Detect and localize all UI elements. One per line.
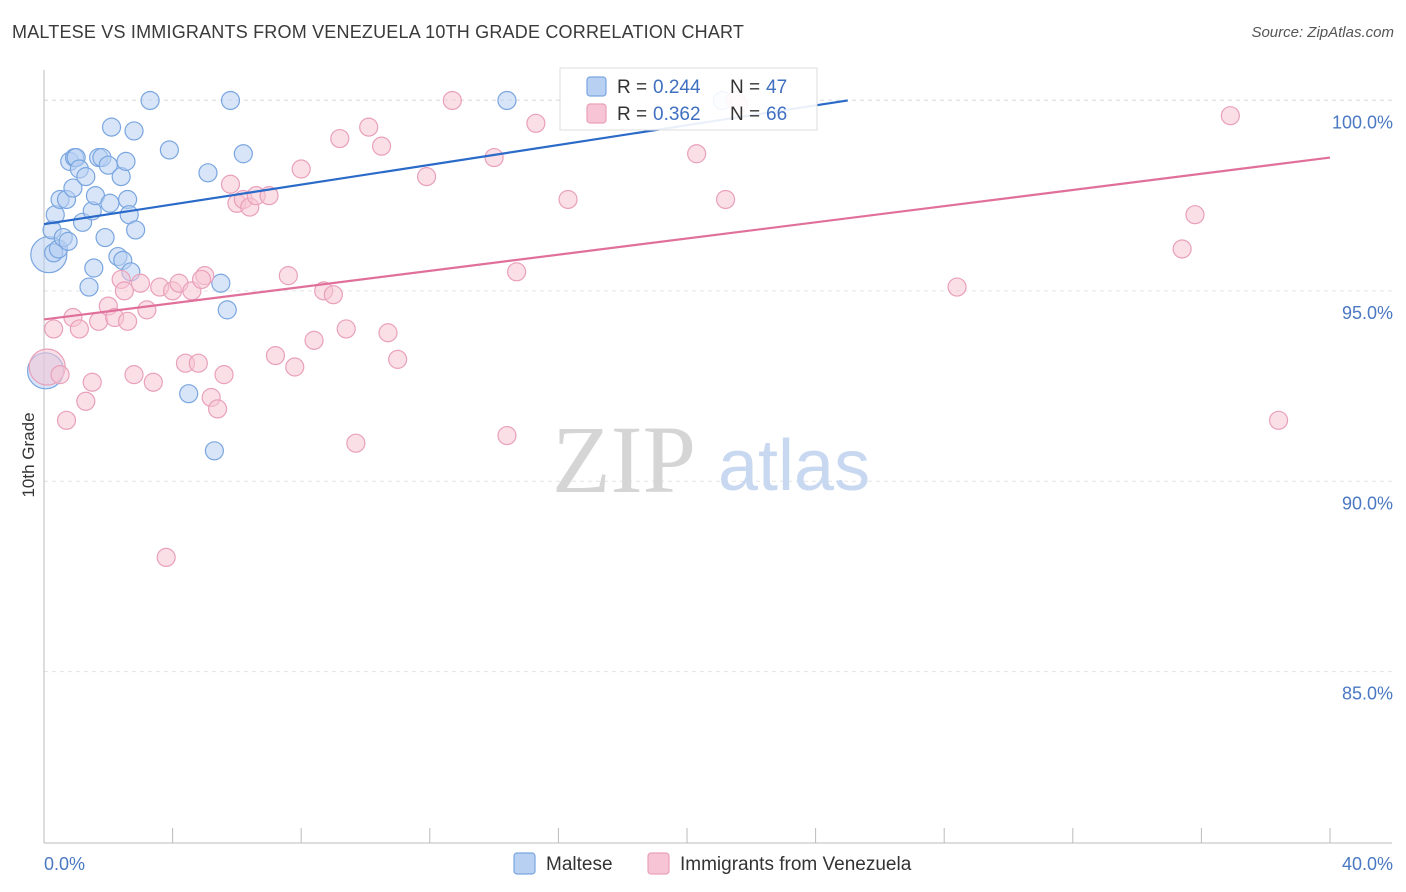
watermark: ZIP atlas: [552, 406, 870, 513]
x-tick-label-start: 0.0%: [44, 854, 85, 874]
maltese-point: [233, 144, 253, 164]
venezuela-point: [330, 128, 350, 149]
venezuela-point: [76, 391, 96, 411]
venezuela-point: [715, 189, 736, 210]
legend-r-value: 0.244: [653, 77, 701, 98]
venezuela-point: [1172, 239, 1192, 259]
venezuela-point: [378, 323, 398, 343]
venezuela-point: [484, 147, 504, 168]
maltese-point: [79, 277, 99, 297]
bottom-legend: Maltese Immigrants from Venezuela: [513, 852, 912, 875]
venezuela-point: [291, 159, 311, 179]
legend-swatch: [586, 76, 607, 97]
legend-swatch: [586, 103, 607, 124]
venezuela-point: [336, 319, 356, 339]
maltese-point: [204, 441, 224, 461]
venezuela-point: [208, 399, 228, 419]
y-tick-label: 95.0%: [1342, 303, 1393, 323]
maltese-point: [217, 300, 237, 320]
venezuela-point: [346, 433, 366, 453]
axes: 0.0% 40.0%: [43, 70, 1393, 874]
legend-r-value: 0.362: [653, 104, 701, 125]
venezuela-point: [442, 90, 462, 111]
venezuela-point: [137, 300, 157, 320]
y-tick-label: 85.0%: [1342, 684, 1393, 704]
venezuela-point: [191, 269, 212, 290]
venezuela-point: [497, 425, 517, 446]
venezuela-point: [220, 174, 241, 194]
venezuela-point: [265, 345, 286, 366]
venezuela-point: [947, 277, 967, 297]
venezuela-point: [69, 319, 89, 339]
venezuela-point: [82, 372, 102, 392]
venezuela-point: [44, 319, 64, 339]
watermark-zip: ZIP: [552, 406, 696, 513]
venezuela-point: [1268, 410, 1289, 430]
venezuela-point: [285, 357, 305, 377]
venezuela-point: [50, 365, 70, 385]
maltese-point: [126, 220, 146, 240]
y-tick-label: 100.0%: [1332, 112, 1393, 132]
venezuela-trend-line: [43, 156, 1331, 321]
maltese-point: [179, 384, 199, 404]
legend-n-label: N =: [730, 77, 760, 98]
y-axis-label: 10th Grade: [19, 412, 38, 497]
maltese-point: [211, 273, 231, 293]
x-tick-label-end: 40.0%: [1342, 854, 1393, 874]
maltese-point: [159, 140, 179, 160]
legend-r-label: R =: [617, 77, 647, 98]
data-points: [27, 90, 1289, 568]
bottom-legend-label: Maltese: [546, 854, 613, 875]
venezuela-point: [278, 266, 298, 286]
legend-box: R = 0.244 N = 47 R = 0.362 N = 66: [559, 67, 818, 131]
y-tick-label: 90.0%: [1342, 493, 1393, 513]
venezuela-point: [56, 410, 77, 430]
maltese-point: [124, 121, 144, 141]
venezuela-point: [114, 281, 134, 301]
maltese-point: [116, 151, 136, 171]
venezuela-point: [143, 372, 163, 392]
maltese-point: [95, 227, 115, 248]
venezuela-point: [371, 136, 392, 156]
maltese-point: [63, 178, 83, 198]
venezuela-point: [117, 311, 138, 331]
watermark-atlas: atlas: [718, 426, 870, 506]
venezuela-point: [526, 113, 546, 133]
venezuela-point: [323, 285, 343, 305]
maltese-point: [198, 163, 218, 183]
venezuela-point: [388, 349, 408, 369]
legend-n-value: 47: [766, 77, 787, 98]
legend-r-label: R =: [617, 104, 647, 125]
venezuela-point: [558, 189, 578, 210]
venezuela-point: [156, 547, 176, 568]
venezuela-point: [1220, 106, 1240, 126]
maltese-point: [58, 231, 78, 251]
maltese-point: [220, 90, 241, 111]
venezuela-point: [304, 330, 324, 350]
bottom-legend-label: Immigrants from Venezuela: [680, 854, 912, 875]
maltese-point: [140, 90, 160, 111]
legend-n-value: 66: [766, 104, 787, 125]
venezuela-point: [359, 117, 379, 137]
bottom-legend-swatch: [647, 852, 670, 875]
chart-title: MALTESE VS IMMIGRANTS FROM VENEZUELA 10T…: [12, 22, 745, 42]
maltese-point: [497, 90, 517, 111]
venezuela-point: [124, 365, 144, 385]
gridlines: 85.0% 90.0% 95.0% 100.0%: [44, 99, 1393, 704]
venezuela-point: [687, 144, 707, 164]
maltese-point: [100, 193, 120, 213]
venezuela-point: [130, 273, 151, 293]
source-credit: Source: ZipAtlas.com: [1251, 24, 1394, 41]
maltese-point: [76, 167, 96, 187]
venezuela-point: [507, 262, 527, 282]
maltese-point: [101, 117, 122, 137]
maltese-point: [84, 258, 104, 278]
venezuela-point: [214, 365, 234, 385]
venezuela-point: [188, 353, 208, 373]
bottom-legend-swatch: [513, 852, 536, 875]
legend-n-label: N =: [730, 104, 760, 125]
venezuela-point: [1185, 205, 1205, 225]
venezuela-point: [416, 167, 437, 187]
